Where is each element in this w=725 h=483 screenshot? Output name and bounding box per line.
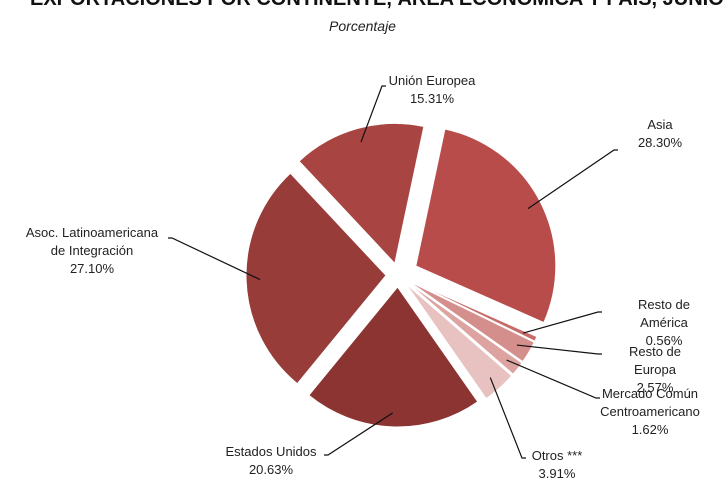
- pie-slice: [308, 286, 479, 428]
- leader-line: [523, 311, 602, 334]
- leader-line: [324, 412, 394, 456]
- slice-value: 20.63%: [248, 462, 294, 477]
- pie-slice: [405, 283, 513, 400]
- slice-label: Resto de América 0.56%: [634, 296, 695, 350]
- leader-line: [527, 149, 618, 210]
- slice-name: Resto de Europa: [628, 344, 682, 377]
- slice-value: 2.57%: [636, 380, 674, 395]
- slice-name: Estados Unidos: [225, 444, 317, 459]
- leader-line: [168, 237, 261, 281]
- slice-name: Otros ***: [531, 448, 583, 463]
- slice-value: 27.10%: [69, 261, 115, 276]
- slice-name: Unión Europea: [388, 73, 476, 88]
- chart-subtitle: Porcentaje: [329, 18, 396, 34]
- leader-line: [360, 85, 386, 143]
- chart-title: EXPORTACIONES POR CONTINENTE, ÁREA ECONÓ…: [30, 0, 724, 11]
- slice-label: Resto de Europa 2.57%: [620, 343, 690, 397]
- slice-value: 15.31%: [409, 91, 455, 106]
- leader-line: [516, 344, 602, 355]
- slice-value: 0.56%: [645, 333, 683, 348]
- slice-name: Mercado Común Centroamericano: [600, 386, 700, 419]
- slice-label: Estados Unidos 20.63%: [225, 443, 316, 479]
- slice-value: 28.30%: [637, 135, 683, 150]
- pie-slice: [407, 281, 523, 375]
- pie-slice: [408, 279, 538, 342]
- slice-label: Asia 28.30%: [638, 116, 682, 152]
- pie-slice: [245, 172, 387, 385]
- slice-name: Asia: [647, 117, 673, 132]
- slice-name: Asoc. Latinoamericana de Integración: [25, 225, 159, 258]
- slice-label: Unión Europea 15.31%: [389, 72, 476, 108]
- slice-label: Mercado Común Centroamericano 1.62%: [600, 385, 700, 439]
- slice-label: Otros *** 3.91%: [532, 447, 583, 483]
- slice-value: 3.91%: [538, 466, 576, 481]
- slice-name: Resto de América: [637, 297, 691, 330]
- pie-slice: [415, 128, 557, 324]
- slice-label: Asoc. Latinoamericana de Integración 27.1…: [26, 224, 158, 278]
- slice-value: 1.62%: [631, 422, 669, 437]
- pie-slice: [408, 280, 535, 363]
- pie-slice: [298, 122, 425, 265]
- leader-line: [489, 377, 526, 459]
- leader-line: [506, 359, 600, 399]
